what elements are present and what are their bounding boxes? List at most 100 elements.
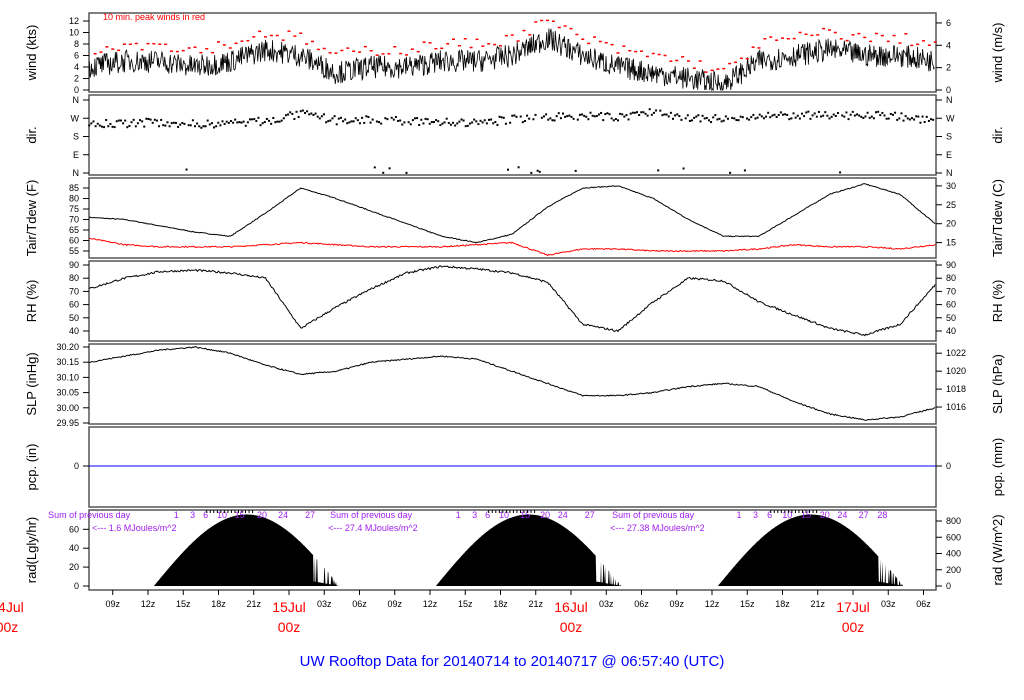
peak-wind-mark (781, 37, 784, 39)
panel-rad: rad(Lgly/hr) rad (W/m^2)02040600200400600… (24, 509, 1005, 591)
peak-wind-mark (933, 41, 937, 43)
direction-point (88, 124, 91, 127)
direction-point (439, 124, 442, 127)
peak-wind-mark (839, 38, 843, 40)
direction-point (187, 124, 190, 127)
peak-wind-mark (704, 71, 708, 73)
rh-right-tick-label: 40 (946, 326, 956, 336)
daily-sum-value: <--- 27.38 MJoules/m^2 (610, 523, 705, 533)
direction-point (585, 115, 588, 118)
peak-wind-mark (328, 52, 332, 54)
direction-point (103, 126, 106, 129)
direction-point (849, 113, 852, 116)
direction-point (511, 114, 514, 117)
peak-wind-mark (598, 40, 602, 43)
slp-panel-frame (88, 343, 937, 425)
direction-point (555, 115, 558, 118)
peak-wind-mark (687, 60, 690, 62)
direction-point (276, 120, 279, 123)
dir-right-tick-label: E (946, 150, 952, 160)
direction-point (263, 120, 266, 123)
direction-point (424, 117, 427, 120)
direction-point (432, 121, 435, 124)
direction-point (875, 111, 878, 114)
direction-point (437, 120, 440, 123)
direction-point (90, 122, 93, 125)
direction-point (716, 118, 719, 121)
direction-point (904, 115, 907, 118)
direction-point (403, 121, 406, 124)
direction-point (316, 115, 319, 118)
direction-point (606, 112, 609, 115)
panel-rh: RH (%) RH (%) 40 50 60 70 80 90 40 50 60 70 80 90 (24, 260, 1005, 342)
peak-wind-mark (892, 34, 896, 37)
direction-point (811, 114, 814, 117)
peak-wind-mark (734, 61, 737, 64)
direction-point (240, 121, 243, 124)
dir-left-tick-label: S (73, 132, 79, 142)
radiation-day-2 (435, 514, 622, 586)
daily-sum-label: Sum of previous day (330, 510, 413, 520)
peak-wind-mark (804, 33, 808, 36)
direction-point (445, 117, 448, 120)
direction-point (674, 114, 677, 117)
direction-point (659, 109, 662, 112)
direction-point (181, 121, 184, 124)
direction-point (655, 109, 658, 112)
direction-point (373, 166, 376, 169)
direction-point (756, 116, 759, 119)
peak-wind-mark (540, 19, 544, 22)
slp-right-tick-label: 1020 (946, 366, 966, 376)
peak-wind-mark (616, 52, 620, 54)
peak-wind-mark (845, 39, 849, 42)
peak-wind-mark (416, 50, 420, 53)
direction-point (631, 111, 634, 114)
direction-point (303, 111, 306, 114)
direction-point (204, 125, 207, 128)
day-label-date: 15Jul (272, 599, 305, 615)
direction-point (832, 113, 835, 116)
peak-wind-mark (93, 52, 97, 55)
direction-point (820, 115, 823, 118)
radiation-day-1 (153, 514, 340, 586)
peak-wind-mark (281, 39, 285, 41)
direction-point (105, 119, 108, 122)
direction-point (805, 111, 808, 114)
wind-panel-frame (88, 12, 937, 93)
wind-right-tick-label: 4 (946, 40, 951, 50)
peak-wind-mark (575, 33, 579, 36)
peak-wind-mark (146, 42, 150, 45)
temp-left-tick-label: 75 (69, 204, 79, 214)
direction-point (858, 114, 861, 117)
direction-point (477, 123, 480, 126)
direction-point (312, 114, 315, 117)
direction-point (843, 115, 846, 118)
peak-wind-mark (340, 49, 344, 52)
rad-right-tick-label: 200 (946, 565, 961, 575)
direction-point (578, 113, 581, 116)
direction-point (589, 111, 592, 114)
direction-point (124, 119, 127, 122)
peak-wind-mark (640, 50, 643, 52)
temp-left-tick-label: 65 (69, 225, 79, 235)
direction-point (642, 111, 645, 114)
peak-wind-mark (922, 40, 925, 42)
peak-wind-mark (158, 43, 162, 45)
direction-point (741, 116, 744, 119)
direction-point (682, 167, 685, 170)
temp-right-tick-label: 25 (946, 200, 956, 210)
direction-point (297, 116, 300, 119)
direction-point (676, 113, 679, 116)
direction-point (648, 108, 651, 111)
direction-point (227, 121, 230, 124)
direction-point (460, 118, 463, 121)
direction-point (160, 118, 163, 121)
direction-point (363, 121, 366, 124)
x-tick-label: 12z (423, 599, 438, 609)
direction-point (369, 121, 372, 124)
direction-point (663, 113, 666, 116)
direction-point (930, 118, 933, 121)
direction-point (638, 114, 641, 117)
direction-point (397, 119, 400, 122)
